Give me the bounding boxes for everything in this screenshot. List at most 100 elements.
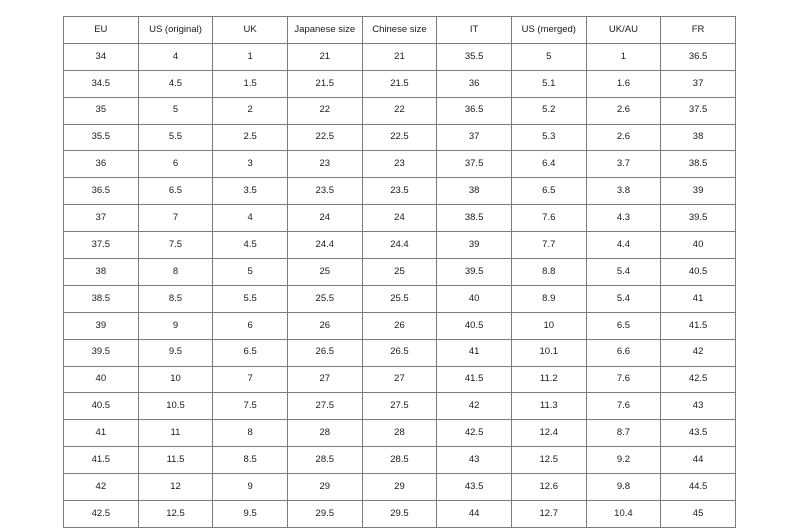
table-header-row: EU US (original) UK Japanese size Chinese si… — [63, 16, 736, 44]
table-row: 41 11 8 28 28 42.5 12.4 8.7 43.5 — [63, 419, 736, 448]
table-cell: 8.9 — [510, 284, 587, 313]
table-cell: 34 — [63, 42, 139, 71]
table-cell: 6 — [137, 150, 214, 179]
column-header: UK/AU — [585, 16, 662, 44]
table-cell: 43 — [660, 392, 736, 421]
table-cell: 40 — [436, 284, 512, 313]
table-cell: 35 — [63, 96, 139, 125]
table-cell: 5.1 — [510, 69, 587, 98]
table-cell: 23 — [361, 150, 438, 179]
table-cell: 37.5 — [436, 150, 512, 179]
table-cell: 9.5 — [137, 338, 214, 367]
table-cell: 24.4 — [286, 231, 363, 260]
table-cell: 25.5 — [361, 284, 438, 313]
table-cell: 25 — [361, 258, 438, 286]
table-cell: 21.5 — [361, 69, 438, 98]
table-cell: 27.5 — [286, 392, 363, 421]
table-cell: 39.5 — [436, 258, 512, 286]
table-cell: 23 — [286, 150, 363, 179]
table-cell: 44 — [660, 446, 736, 475]
table-cell: 25.5 — [286, 284, 363, 313]
column-header: Japanese size — [286, 16, 363, 44]
table-cell: 11.3 — [510, 392, 587, 421]
table-cell: 41.5 — [436, 365, 512, 394]
column-header: UK — [212, 16, 288, 44]
table-cell: 29 — [286, 473, 363, 502]
table-cell: 41 — [63, 419, 139, 448]
table-cell: 38 — [63, 258, 139, 286]
table-cell: 9.8 — [585, 473, 662, 502]
table-cell: 7.7 — [510, 231, 587, 260]
table-row: 39 9 6 26 26 40.5 10 6.5 41.5 — [63, 311, 736, 340]
table-cell: 37.5 — [63, 231, 139, 260]
table-cell: 36.5 — [660, 42, 736, 71]
table-cell: 21.5 — [286, 69, 363, 98]
table-cell: 7 — [137, 204, 214, 233]
column-header: US (merged) — [510, 16, 587, 44]
column-header: Chinese size — [361, 16, 438, 44]
table-cell: 2.6 — [585, 123, 662, 152]
table-cell: 28.5 — [361, 446, 438, 475]
table-cell: 36.5 — [436, 96, 512, 125]
table-cell: 8.8 — [510, 258, 587, 286]
table-cell: 37 — [63, 204, 139, 233]
table-cell: 37.5 — [660, 96, 736, 125]
table-cell: 9 — [212, 473, 288, 502]
table-cell: 40.5 — [436, 311, 512, 340]
table-cell: 36 — [436, 69, 512, 98]
table-cell: 36 — [63, 150, 139, 179]
table-cell: 39 — [660, 177, 736, 206]
table-header: EU US (original) UK Japanese size Chinese si… — [63, 16, 736, 44]
column-header: US (original) — [137, 16, 214, 44]
size-chart-container: EU US (original) UK Japanese size Chinese si… — [63, 16, 736, 528]
table-cell: 8.7 — [585, 419, 662, 448]
table-cell: 39 — [436, 231, 512, 260]
table-row: 36.5 6.5 3.5 23.5 23.5 38 6.5 3.8 39 — [63, 177, 736, 206]
table-cell: 5 — [510, 42, 587, 71]
table-cell: 5.2 — [510, 96, 587, 125]
table-body: 34 4 1 21 21 35.5 5 1 36.5 34.5 4.5 1.5 21.5 21.5 36 5.… — [63, 42, 736, 528]
table-cell: 24 — [286, 204, 363, 233]
table-cell: 7.6 — [510, 204, 587, 233]
table-cell: 9.2 — [585, 446, 662, 475]
table-cell: 42 — [660, 338, 736, 367]
table-cell: 28 — [361, 419, 438, 448]
table-cell: 21 — [286, 42, 363, 71]
table-cell: 1 — [212, 42, 288, 71]
table-cell: 23.5 — [286, 177, 363, 206]
table-row: 34.5 4.5 1.5 21.5 21.5 36 5.1 1.6 37 — [63, 69, 736, 98]
table-row: 42 12 9 29 29 43.5 12.6 9.8 44.5 — [63, 473, 736, 502]
table-cell: 6.6 — [585, 338, 662, 367]
table-cell: 7.5 — [137, 231, 214, 260]
table-cell: 3.8 — [585, 177, 662, 206]
table-cell: 4.5 — [212, 231, 288, 260]
table-cell: 7.5 — [212, 392, 288, 421]
table-cell: 4 — [212, 204, 288, 233]
table-cell: 22.5 — [286, 123, 363, 152]
table-cell: 4.5 — [137, 69, 214, 98]
column-header: IT — [436, 16, 512, 44]
size-conversion-table: EU US (original) UK Japanese size Chinese si… — [63, 16, 736, 528]
table-cell: 1.6 — [585, 69, 662, 98]
table-cell: 12.6 — [510, 473, 587, 502]
table-cell: 6.5 — [510, 177, 587, 206]
table-cell: 2 — [212, 96, 288, 125]
table-cell: 7 — [212, 365, 288, 394]
table-cell: 35.5 — [436, 42, 512, 71]
table-cell: 23.5 — [361, 177, 438, 206]
table-cell: 24 — [361, 204, 438, 233]
table-cell: 12.4 — [510, 419, 587, 448]
table-cell: 26.5 — [361, 338, 438, 367]
table-cell: 42 — [436, 392, 512, 421]
table-cell: 8 — [212, 419, 288, 448]
table-cell: 7.6 — [585, 392, 662, 421]
table-cell: 44.5 — [660, 473, 736, 502]
table-cell: 40.5 — [660, 258, 736, 286]
table-cell: 28.5 — [286, 446, 363, 475]
table-cell: 41.5 — [660, 311, 736, 340]
table-cell: 27 — [286, 365, 363, 394]
table-cell: 27 — [361, 365, 438, 394]
table-cell: 5 — [137, 96, 214, 125]
table-cell: 38.5 — [436, 204, 512, 233]
table-cell: 38 — [660, 123, 736, 152]
